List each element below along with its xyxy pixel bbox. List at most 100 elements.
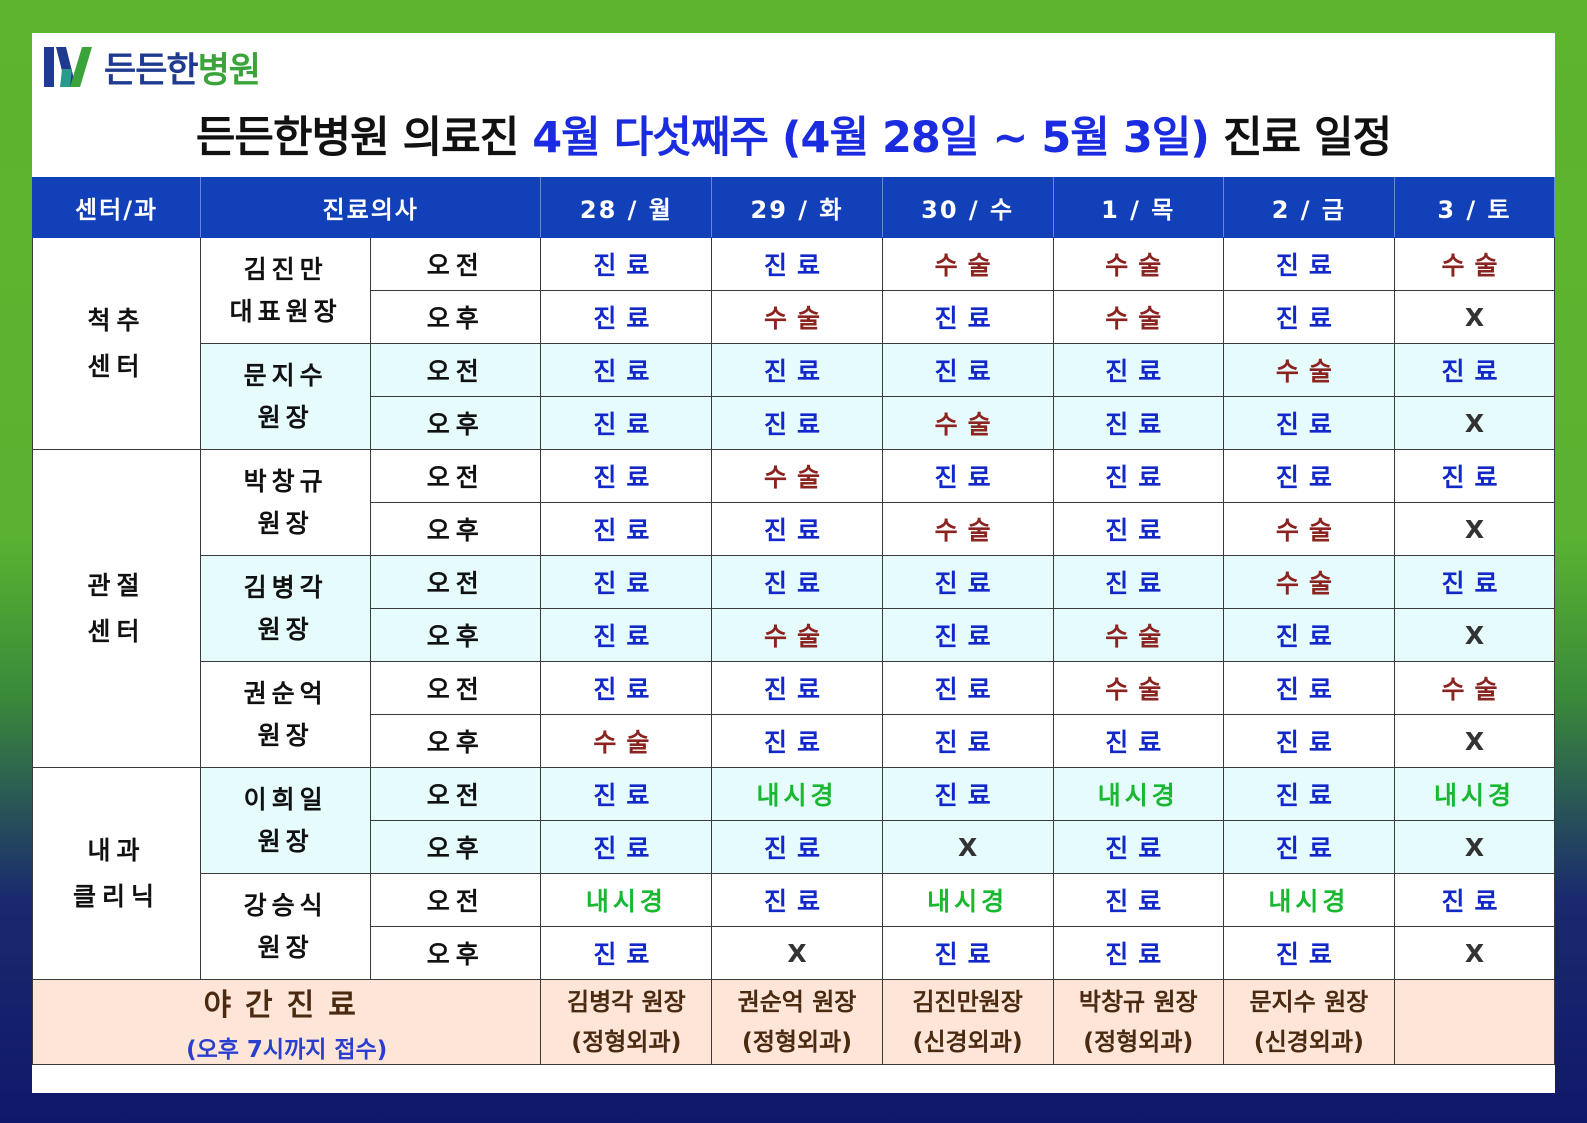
night-doctor-cell: 문지수 원장 (신경외과) — [1222, 979, 1395, 1065]
schedule-cell: 진료 — [711, 714, 883, 768]
schedule-cell: 수술 — [1222, 555, 1395, 609]
title-highlight: 4월 다섯째주 (4월 28일 ~ 5월 3일) — [532, 113, 1210, 163]
doctor-cell: 박창규 원장 — [200, 449, 372, 556]
schedule-cell: 진료 — [540, 767, 713, 821]
night-doctor-name: 박창규 원장 — [1078, 988, 1198, 1016]
doctor-cell: 문지수 원장 — [200, 343, 372, 450]
schedule-cell: 진료 — [540, 926, 713, 980]
header-day: 29 / 화 — [711, 177, 883, 238]
schedule-cell: 진료 — [1052, 926, 1224, 980]
schedule-cell: 진료 — [1222, 237, 1395, 291]
table-row: 오후 진료 진료 수술 진료 진료 X — [33, 396, 1556, 450]
dept-name-line: 센터 — [87, 351, 146, 381]
schedule-cell: 진료 — [540, 608, 713, 662]
night-clinic-label-cell: 야간진료 (오후 7시까지 접수) — [31, 979, 542, 1065]
schedule-cell: 진료 — [881, 555, 1054, 609]
table-row: 오후 수술 진료 진료 진료 진료 X — [33, 714, 1556, 768]
doctor-name: 박창규 — [243, 466, 328, 496]
logo-text-b: 병원 — [197, 50, 261, 91]
doctor-name: 문지수 — [243, 360, 328, 390]
session-label: 오전 — [370, 555, 542, 609]
header-day: 2 / 금 — [1222, 177, 1395, 238]
table-row: 권순억 원장 오전 진료 진료 진료 수술 진료 수술 — [33, 661, 1556, 768]
night-doctor-dept: (정형외과) — [1083, 1028, 1194, 1056]
schedule-cell: 수술 — [1052, 661, 1224, 715]
doctor-title: 대표원장 — [229, 296, 342, 326]
doctor-cell: 김병각 원장 — [200, 555, 372, 662]
schedule-cell: 진료 — [711, 237, 883, 291]
schedule-cell: 진료 — [1222, 926, 1395, 980]
night-doctor-dept: (신경외과) — [912, 1028, 1023, 1056]
schedule-cell: 진료 — [1052, 343, 1224, 397]
doctor-name: 김병각 — [243, 572, 328, 602]
night-clinic-note: (오후 7시까지 접수) — [186, 1037, 388, 1063]
schedule-cell: X — [1393, 714, 1556, 768]
dept-name-line: 척추 — [87, 305, 146, 335]
schedule-cell: 내시경 — [881, 873, 1054, 927]
night-doctor-name: 문지수 원장 — [1249, 988, 1369, 1016]
night-doctor-cell: 김병각 원장 (정형외과) — [540, 979, 713, 1065]
schedule-cell: 진료 — [881, 608, 1054, 662]
schedule-cell: 수술 — [1222, 502, 1395, 556]
schedule-cell: X — [1393, 820, 1556, 874]
schedule-cell: 진료 — [1052, 873, 1224, 927]
schedule-cell: 진료 — [540, 237, 713, 291]
schedule-cell: 진료 — [1222, 449, 1395, 503]
schedule-cell: 진료 — [1222, 714, 1395, 768]
header-doctor: 진료의사 — [200, 177, 542, 238]
session-label: 오후 — [370, 608, 542, 662]
schedule-cell: 진료 — [1222, 290, 1395, 344]
night-doctor-dept: (정형외과) — [741, 1028, 853, 1056]
session-label: 오전 — [370, 449, 542, 503]
table-row: 오후 진료 진료 X 진료 진료 X — [33, 820, 1556, 874]
schedule-cell: 진료 — [540, 396, 713, 450]
session-label: 오후 — [370, 714, 542, 768]
doctor-cell: 김진만 대표원장 — [200, 237, 372, 344]
schedule-cell: 수술 — [711, 449, 883, 503]
header-day: 3 / 토 — [1393, 177, 1556, 238]
schedule-cell: 진료 — [1222, 820, 1395, 874]
hospital-logo-icon — [44, 47, 92, 87]
schedule-cell: 내시경 — [1222, 873, 1395, 927]
schedule-cell: 수술 — [1393, 237, 1556, 291]
schedule-cell: 수술 — [711, 290, 883, 344]
night-doctor-cell: 박창규 원장 (정형외과) — [1052, 979, 1224, 1065]
schedule-cell: 진료 — [1222, 661, 1395, 715]
doctor-name: 강승식 — [243, 890, 328, 920]
table-row: 김병각 원장 오전 진료 진료 진료 진료 수술 진료 — [33, 555, 1556, 662]
doctor-title: 원장 — [257, 720, 314, 750]
dept-name-line: 내과 — [87, 835, 146, 865]
schedule-cell: 진료 — [1052, 820, 1224, 874]
schedule-cell: X — [1393, 926, 1556, 980]
schedule-cell: 수술 — [711, 608, 883, 662]
schedule-cell: 진료 — [540, 555, 713, 609]
night-doctor-dept: (정형외과) — [571, 1028, 682, 1056]
schedule-cell: 수술 — [1393, 661, 1556, 715]
schedule-cell: 수술 — [881, 396, 1054, 450]
schedule-cell: X — [1393, 290, 1556, 344]
schedule-cell: 내시경 — [1393, 767, 1556, 821]
schedule-cell: 진료 — [881, 449, 1054, 503]
schedule-cell: 진료 — [1052, 502, 1224, 556]
table-row: 내과 클리닉 이희일 원장 오전 진료 내시경 진료 내시경 진료 내시경 — [31, 767, 1556, 980]
schedule-cell: 진료 — [1222, 767, 1395, 821]
session-label: 오후 — [370, 396, 542, 450]
schedule-cell: 진료 — [540, 502, 713, 556]
doctor-cell: 이희일 원장 — [200, 767, 372, 874]
schedule-cell: 진료 — [540, 661, 713, 715]
table-row: 척추 센터 김진만 대표원장 오전 진료 진료 수술 수술 진료 수술 — [31, 237, 1556, 450]
schedule-cell: 진료 — [1052, 714, 1224, 768]
session-label: 오전 — [370, 767, 542, 821]
night-clinic-label: 야간진료 — [203, 988, 370, 1023]
table-row: 문지수 원장 오전 진료 진료 진료 진료 수술 진료 — [33, 343, 1556, 450]
schedule-cell: 진료 — [1222, 396, 1395, 450]
schedule-cell: 진료 — [540, 290, 713, 344]
schedule-cell: 수술 — [881, 502, 1054, 556]
hospital-logo: 든든한병원 — [42, 45, 261, 91]
header-day: 1 / 목 — [1052, 177, 1224, 238]
doctor-name: 권순억 — [243, 678, 328, 708]
header-dept: 센터/과 — [31, 177, 202, 238]
doctor-cell: 강승식 원장 — [200, 873, 372, 980]
dept-cell: 내과 클리닉 — [31, 767, 202, 980]
